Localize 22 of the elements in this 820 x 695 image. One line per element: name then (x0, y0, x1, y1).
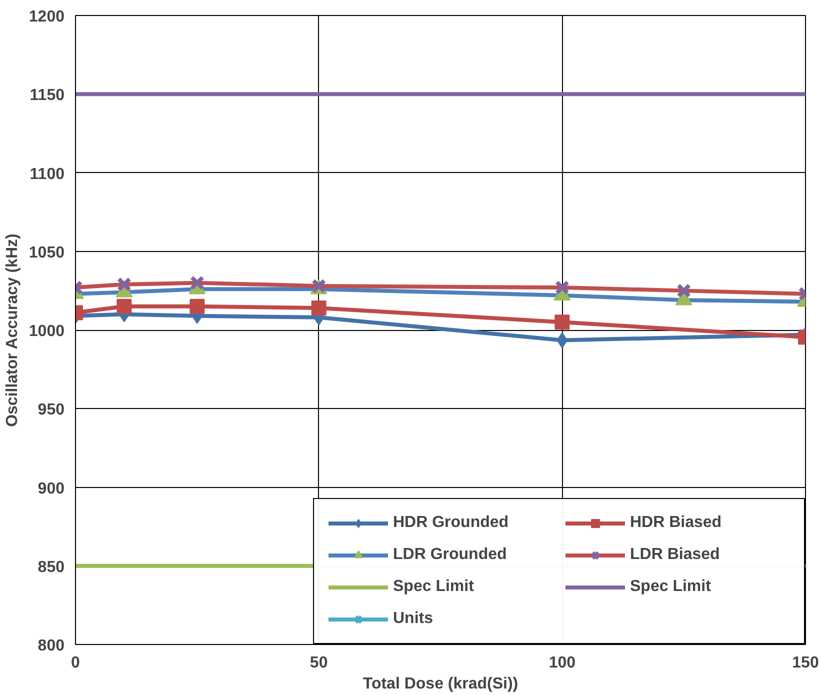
legend-label: Spec Limit (393, 578, 475, 596)
legend-label: HDR Biased (630, 514, 723, 532)
x-tick-label: 150 (792, 654, 819, 672)
x-tick-label: 50 (310, 654, 328, 672)
y-tick-label: 1050 (28, 244, 65, 262)
y-tick-label: 1100 (30, 166, 65, 183)
legend-label: HDR Grounded (393, 514, 510, 532)
x-axis-title: Total Dose (krad(Si)) (362, 676, 518, 692)
y-tick-label: 800 (38, 638, 65, 654)
y-tick-label: 900 (38, 480, 65, 498)
y-axis-title: Oscillator Accuracy (kHz) (4, 234, 21, 427)
y-tick-label: 950 (38, 402, 65, 419)
legend-label: Units (393, 610, 434, 628)
x-tick-label: 100 (548, 654, 576, 672)
y-tick-label: 1000 (28, 323, 65, 340)
legend-label: LDR Biased (630, 546, 721, 564)
y-tick-label: 1150 (30, 87, 65, 104)
legend-label: LDR Grounded (393, 546, 508, 564)
legend-label: Spec Limit (630, 578, 712, 596)
y-tick-label: 1200 (28, 8, 65, 26)
y-tick-label: 850 (38, 558, 65, 576)
x-tick-label: 0 (71, 654, 80, 672)
